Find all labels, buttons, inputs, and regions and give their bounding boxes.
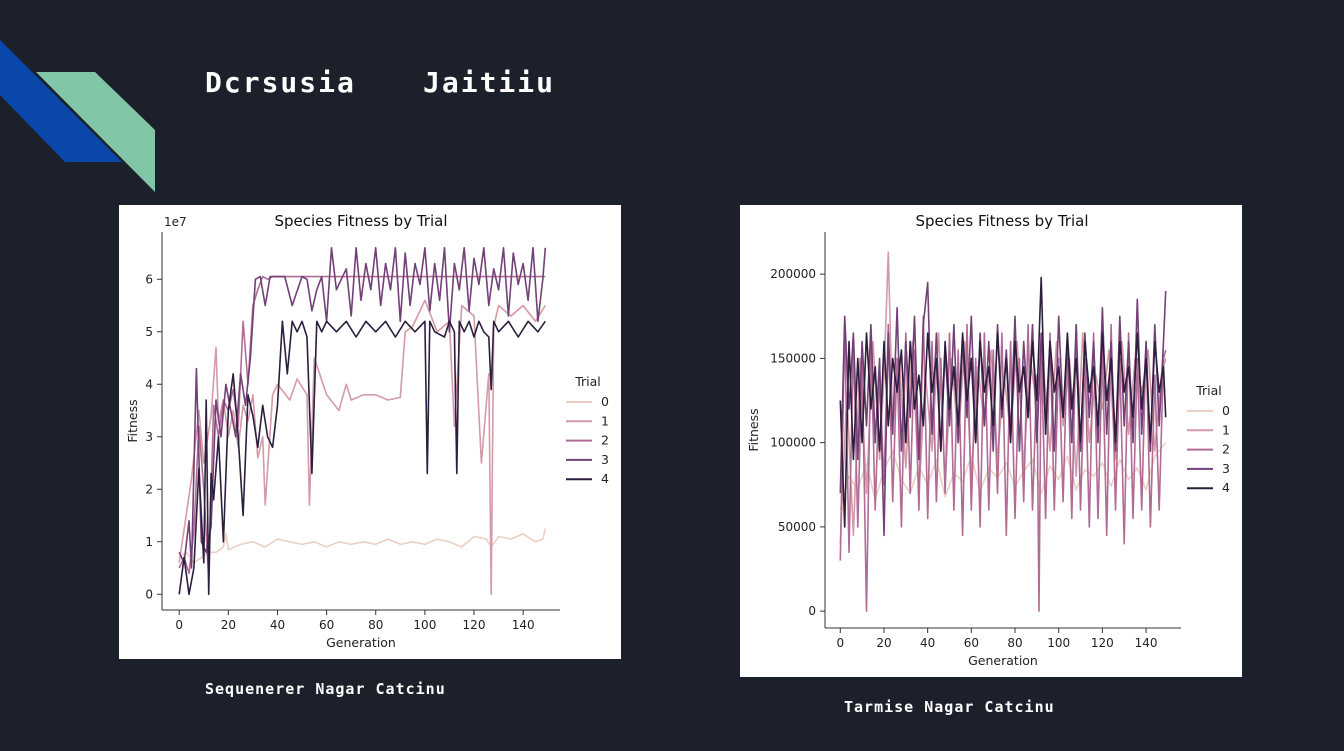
series-line-trial-1 [178, 299, 546, 596]
caption-right: Tarmise Nagar Catcinu [844, 698, 1055, 716]
caption-left: Sequenerer Nagar Catcinu [205, 680, 446, 698]
slide-title-word-2: Jaitiiu [423, 66, 556, 99]
x-tick-label: 40 [270, 618, 285, 632]
x-tick-label: 80 [1007, 636, 1022, 650]
x-tick-label: 0 [836, 636, 844, 650]
x-tick-label: 120 [1091, 636, 1114, 650]
y-tick-label: 3 [145, 430, 153, 444]
legend-label-trial-2: 2 [1222, 442, 1230, 457]
y-tick-label: 0 [808, 604, 816, 618]
y-tick-label: 150000 [770, 351, 816, 365]
y-axis-label: Fitness [746, 408, 761, 451]
x-tick-label: 0 [175, 618, 183, 632]
y-tick-label: 100000 [770, 436, 816, 450]
y-tick-label: 0 [145, 587, 153, 601]
legend-label-trial-3: 3 [1222, 461, 1230, 476]
x-axis-label: Generation [968, 653, 1038, 668]
series-line-trial-1 [839, 251, 1167, 544]
y-tick-label: 1 [145, 535, 153, 549]
legend-label-trial-1: 1 [1222, 422, 1230, 437]
x-tick-label: 100 [413, 618, 436, 632]
deco-green-stripe [36, 72, 155, 192]
y-tick-label: 5 [145, 325, 153, 339]
chart-panel-left: Species Fitness by Trial 0 20 40 60 80 100 120 1… [119, 205, 621, 659]
y-tick-label: 200000 [770, 267, 816, 281]
y-multiplier-label: 1e7 [164, 215, 187, 229]
x-tick-label: 20 [221, 618, 236, 632]
legend-label-trial-3: 3 [601, 452, 609, 467]
chart-title: Species Fitness by Trial [274, 212, 447, 230]
series-line-trial-4 [178, 320, 546, 596]
y-tick-label: 2 [145, 482, 153, 496]
x-axis-label: Generation [326, 635, 396, 650]
x-tick-label: 120 [463, 618, 486, 632]
y-tick-label: 4 [145, 377, 153, 391]
x-tick-label: 60 [964, 636, 979, 650]
legend-label-trial-1: 1 [601, 413, 609, 428]
y-tick-label: 50000 [778, 520, 816, 534]
y-tick-label: 6 [145, 272, 153, 286]
x-tick-label: 40 [920, 636, 935, 650]
series-line-trial-4 [839, 276, 1167, 528]
series-line-trial-3 [178, 246, 547, 569]
deco-blue-stripe [0, 40, 122, 162]
x-tick-label: 140 [1135, 636, 1158, 650]
legend-label-trial-0: 0 [1222, 403, 1230, 418]
legend-label-trial-0: 0 [601, 394, 609, 409]
x-tick-label: 100 [1047, 636, 1070, 650]
legend-label-trial-2: 2 [601, 433, 609, 448]
x-tick-label: 140 [512, 618, 535, 632]
corner-decoration [0, 40, 155, 192]
legend-label-trial-4: 4 [601, 471, 609, 486]
y-axis-label: Fitness [125, 399, 140, 442]
legend-title: Trial [1195, 383, 1222, 398]
slide-title-word-1: Dcrsusia [205, 66, 356, 99]
legend-title: Trial [574, 374, 601, 389]
x-tick-label: 60 [319, 618, 334, 632]
chart-panel-right: Species Fitness by Trial 0 20 40 60 80 100 120 1… [740, 205, 1242, 677]
legend-label-trial-4: 4 [1222, 480, 1230, 495]
x-tick-label: 80 [368, 618, 383, 632]
x-tick-label: 20 [876, 636, 891, 650]
chart-title: Species Fitness by Trial [915, 212, 1088, 230]
